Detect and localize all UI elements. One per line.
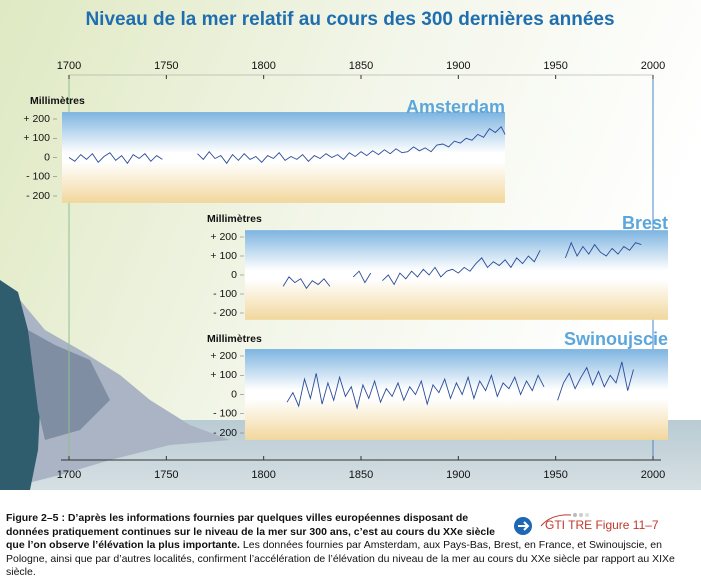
y-tick-label: - 100: [26, 171, 50, 183]
y-axis-title: Millimètres: [207, 213, 262, 225]
y-axis-title: Millimètres: [207, 333, 262, 345]
link-icon: GTI TRE Figure 11–7: [514, 513, 659, 535]
y-tick-label: 0: [231, 269, 237, 281]
cliff-light: [0, 280, 230, 490]
series-name: Amsterdam: [406, 97, 505, 117]
link-text[interactable]: GTI TRE Figure 11–7: [545, 518, 659, 532]
y-tick-label: - 200: [26, 190, 50, 202]
caption: GTI TRE Figure 11–7 Figure 2–5 : D’après…: [6, 512, 696, 580]
link[interactable]: GTI TRE Figure 11–7: [511, 512, 686, 538]
link-dot: [585, 513, 589, 517]
y-tick-label: + 100: [23, 132, 50, 144]
x-tick-label-bottom: 1900: [446, 469, 470, 481]
y-tick-label: + 200: [23, 113, 50, 125]
x-tick-label-bottom: 1850: [349, 469, 373, 481]
panel-band: [245, 349, 668, 440]
series-line: [68, 125, 506, 165]
x-tick-label-bottom: 1800: [251, 469, 275, 481]
caption-text: Les données fournies par Amsterdam, aux …: [6, 539, 675, 578]
x-tick-label-bottom: 1950: [543, 469, 567, 481]
link-dot: [573, 513, 577, 517]
series-line: [286, 361, 634, 410]
x-tick-label-top: 1750: [154, 60, 178, 72]
x-tick-label-top: 1800: [251, 60, 275, 72]
y-tick-label: + 200: [210, 231, 237, 243]
series-name: Swinoujscie: [564, 329, 668, 349]
y-tick-label: - 200: [213, 307, 237, 319]
panel-band: [62, 112, 505, 203]
x-tick-label-top: 2000: [641, 60, 665, 72]
series-name: Brest: [622, 213, 668, 233]
series-line: [282, 241, 642, 290]
link-arrow: [518, 521, 530, 531]
chart-title: Niveau de la mer relatif au cours des 30…: [85, 9, 614, 30]
y-axis-title: Millimètres: [30, 95, 85, 107]
link-curve: [540, 514, 572, 527]
caption-bg: [0, 490, 701, 505]
y-tick-label: + 100: [210, 369, 237, 381]
y-tick-label: 0: [44, 151, 50, 163]
y-tick-label: 0: [231, 388, 237, 400]
y-tick-label: + 100: [210, 250, 237, 262]
x-tick-label-bottom: 2000: [641, 469, 665, 481]
y-tick-label: - 100: [213, 288, 237, 300]
x-tick-label-top: 1700: [57, 60, 81, 72]
x-tick-label-top: 1950: [543, 60, 567, 72]
caption-bold: Figure 2–5 : D’après les informations fo…: [6, 512, 496, 551]
y-tick-label: - 200: [213, 427, 237, 439]
link-dot: [579, 513, 583, 517]
x-tick-label-bottom: 1700: [57, 469, 81, 481]
panel-band: [245, 230, 668, 320]
cliff-dark: [0, 280, 40, 490]
y-tick-label: + 200: [210, 350, 237, 362]
x-tick-label-bottom: 1750: [154, 469, 178, 481]
chart: 1700 1700 1750 1750 1800 1800 1850 1850 1900 1900…: [0, 0, 701, 505]
x-tick-label-top: 1850: [349, 60, 373, 72]
x-tick-label-top: 1900: [446, 60, 470, 72]
y-tick-label: - 100: [213, 408, 237, 420]
